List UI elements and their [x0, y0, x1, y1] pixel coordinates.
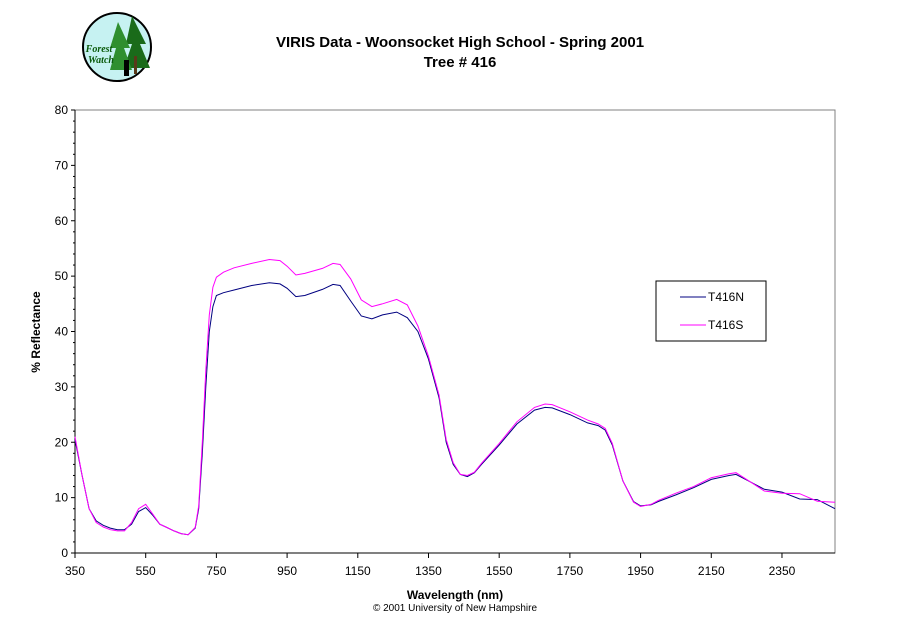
- x-tick-label: 1350: [415, 564, 442, 578]
- y-tick-label: 10: [55, 491, 69, 505]
- x-axis-label: Wavelength (nm): [407, 588, 503, 602]
- y-tick-label: 40: [55, 325, 69, 339]
- y-tick-label: 60: [55, 214, 69, 228]
- legend-label-t416n: T416N: [708, 290, 744, 304]
- chart-title: VIRIS Data - Woonsocket High School - Sp…: [276, 34, 644, 51]
- x-tick-label: 950: [277, 564, 297, 578]
- x-tick-label: 750: [206, 564, 226, 578]
- series-group: [74, 258, 836, 536]
- x-axis-ticks: 350 550 750 950 1150 1350 1550 1750 1950 2150 2350: [65, 553, 796, 578]
- x-tick-label: 1550: [486, 564, 513, 578]
- legend: T416N T416S: [655, 280, 767, 342]
- chart-subtitle: Tree # 416: [424, 54, 497, 71]
- x-tick-label: 2150: [698, 564, 725, 578]
- x-tick-label: 350: [65, 564, 85, 578]
- series-line-t416s: [74, 258, 836, 536]
- y-tick-label: 0: [61, 546, 68, 560]
- y-tick-label: 70: [55, 158, 69, 172]
- x-tick-label: 2350: [769, 564, 796, 578]
- y-axis-label: % Reflectance: [29, 291, 43, 373]
- y-tick-label: 50: [55, 269, 69, 283]
- copyright-text: © 2001 University of New Hampshire: [373, 603, 538, 614]
- forest-watch-logo: Forest Watch: [82, 12, 152, 82]
- x-tick-label: 550: [136, 564, 156, 578]
- logo-text-line2: Watch: [88, 55, 114, 66]
- logo-text-line1: Forest: [85, 44, 114, 55]
- y-axis-ticks: 0 10 20 30 40 50 60 70 80: [55, 103, 75, 560]
- y-tick-label: 30: [55, 380, 69, 394]
- x-tick-label: 1750: [557, 564, 584, 578]
- x-tick-label: 1150: [345, 564, 371, 578]
- y-tick-label: 20: [55, 435, 69, 449]
- y-tick-label: 80: [55, 103, 69, 117]
- legend-label-t416s: T416S: [708, 318, 743, 332]
- x-tick-label: 1950: [627, 564, 654, 578]
